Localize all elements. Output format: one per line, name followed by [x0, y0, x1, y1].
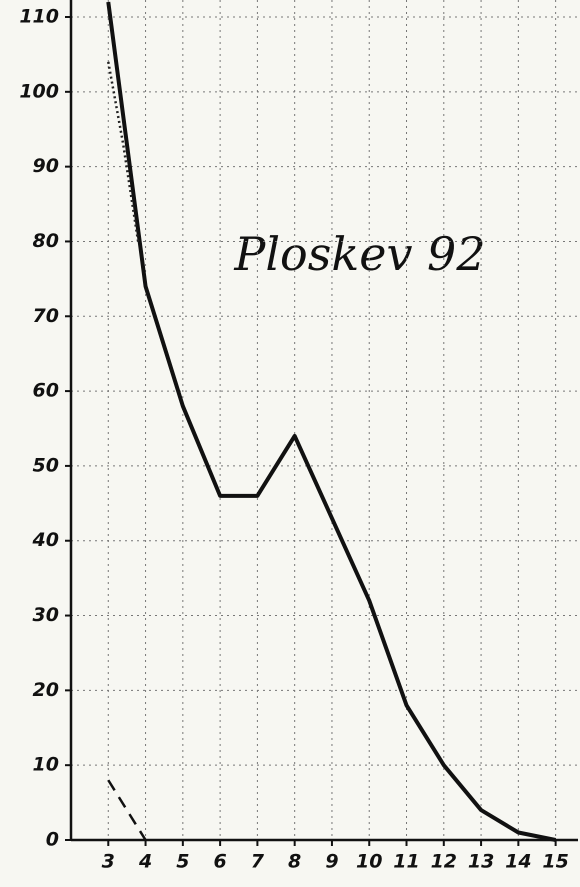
- y-tick-label: 0: [46, 829, 59, 851]
- x-tick-label: 13: [468, 851, 494, 873]
- y-tick-label: 60: [33, 380, 59, 402]
- x-tick-label: 6: [214, 851, 227, 873]
- y-tick-label: 90: [33, 155, 59, 177]
- x-tick-label: 10: [356, 851, 382, 873]
- y-tick-label: 110: [19, 6, 59, 28]
- x-tick-label: 11: [393, 851, 419, 873]
- chart: Ploskev 92 0 10 20 30 40 50 60 70 80 90 100 110 3 4 5 6…: [0, 0, 580, 887]
- y-tick-label: 50: [33, 454, 59, 476]
- y-tick-label: 40: [32, 529, 59, 551]
- data-line: [108, 780, 145, 840]
- y-tick-label: 20: [33, 679, 59, 701]
- x-tick-label: 14: [505, 851, 531, 873]
- y-tick-label: 70: [33, 305, 59, 327]
- chart-title: Ploskev 92: [233, 227, 485, 281]
- y-tick-label: 30: [33, 604, 59, 626]
- x-tick-label: 5: [176, 851, 189, 873]
- x-tick-label: 15: [542, 851, 568, 873]
- x-tick-label: 3: [102, 851, 115, 873]
- x-tick-label: 7: [251, 851, 265, 873]
- y-tick-label: 10: [33, 754, 59, 776]
- y-tick-label: 100: [19, 80, 59, 102]
- x-tick-label: 12: [431, 851, 457, 873]
- x-tick-label: 9: [325, 851, 338, 873]
- data-line: [108, 62, 138, 242]
- y-tick-label: 80: [33, 230, 59, 252]
- x-tick-label: 8: [288, 851, 301, 873]
- x-tick-label: 4: [138, 851, 152, 873]
